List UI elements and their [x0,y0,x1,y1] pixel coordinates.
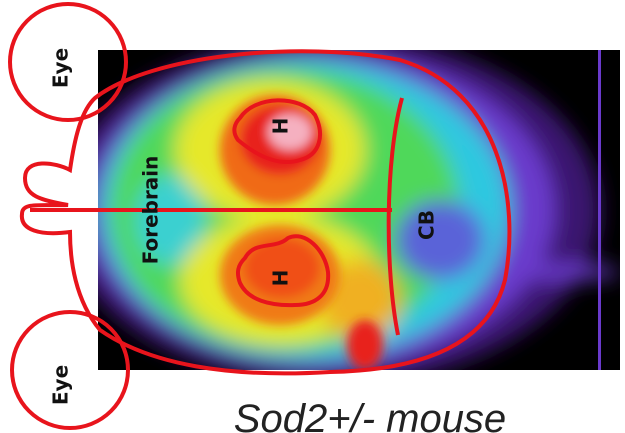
eye-label: Eye [49,48,73,88]
forebrain-label: Forebrain [139,156,163,265]
cb-label: CB [415,210,439,240]
h-label: H [269,118,293,135]
caption: Sod2+/- mouse [234,397,506,433]
figure: Eye Eye Forebrain H H CB Sod2+/- mouse [0,0,625,433]
h-label: H [269,270,293,287]
eye-label: Eye [49,365,73,405]
